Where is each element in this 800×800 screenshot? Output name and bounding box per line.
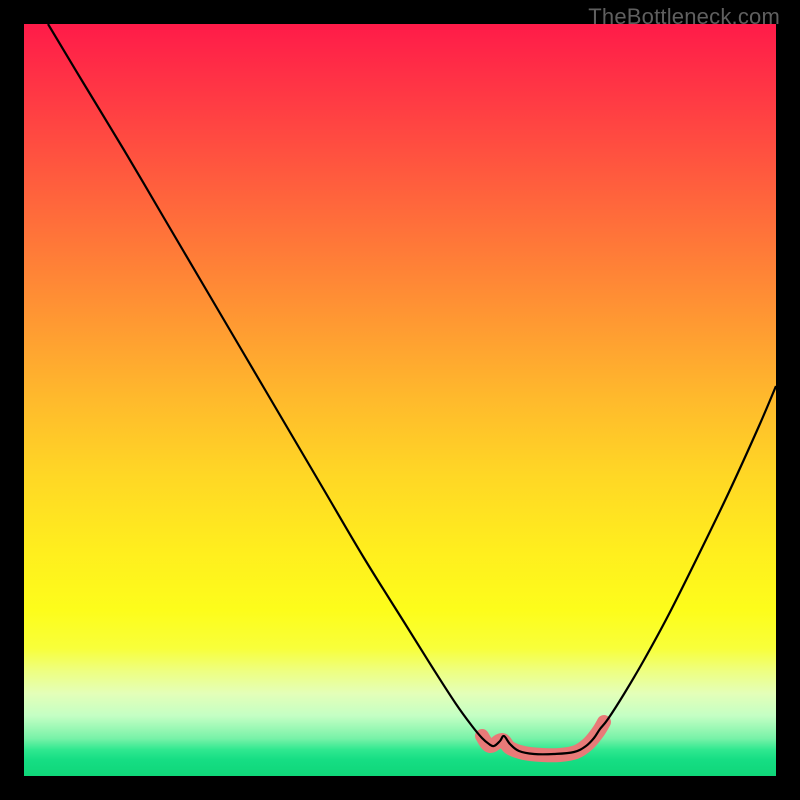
plot-area <box>24 24 776 776</box>
gradient-background <box>24 24 776 776</box>
watermark-text: TheBottleneck.com <box>588 4 780 30</box>
chart-canvas <box>24 24 776 776</box>
